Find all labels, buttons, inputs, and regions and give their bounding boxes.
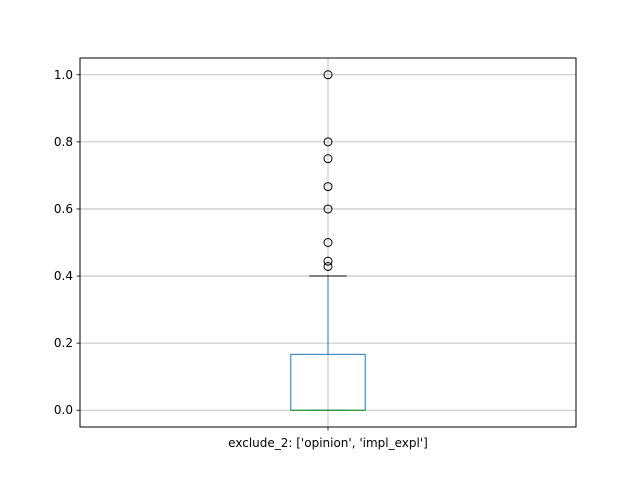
- outlier-point: [323, 70, 333, 80]
- outlier-point: [323, 182, 333, 192]
- y-tick-label: 0.0: [54, 403, 73, 417]
- plot-layer: [290, 70, 366, 411]
- y-tick-label: 0.2: [54, 336, 73, 350]
- x-tick-label: exclude_2: ['opinion', 'impl_expl']: [228, 436, 428, 450]
- y-tick-label: 0.6: [54, 202, 73, 216]
- outlier-point: [323, 238, 333, 247]
- outlier-point: [323, 154, 333, 164]
- outlier-point: [323, 204, 333, 214]
- y-tick-label: 1.0: [54, 68, 73, 82]
- outlier-point: [323, 261, 333, 271]
- outlier-point: [323, 256, 333, 266]
- y-tick-label: 0.8: [54, 135, 73, 149]
- axis-layer: 0.0 0.2 0.4 0.6 0.8 1.0 exclude_2: ['opinion',…: [54, 68, 428, 450]
- outlier-point: [323, 137, 333, 147]
- y-tick-label: 0.4: [54, 269, 73, 283]
